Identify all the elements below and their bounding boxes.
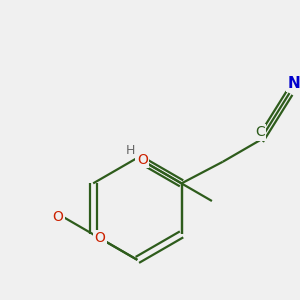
Text: O: O xyxy=(52,210,63,224)
Text: C: C xyxy=(255,125,265,139)
Text: H: H xyxy=(126,143,135,157)
Text: O: O xyxy=(137,153,148,167)
Text: O: O xyxy=(94,231,106,245)
Text: N: N xyxy=(288,76,300,91)
